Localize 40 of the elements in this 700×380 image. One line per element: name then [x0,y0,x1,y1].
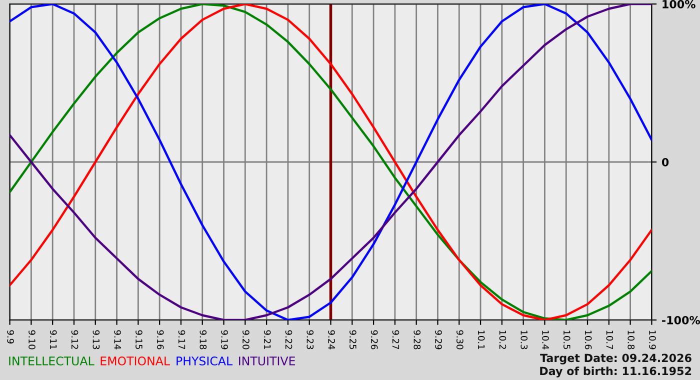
x-tick-label: 10.3 [520,330,528,350]
x-tick-label: 10.2 [499,330,506,349]
x-tick-label: 9.29 [435,330,442,350]
x-tick-label: 9.21 [264,330,271,349]
x-tick-label: 9.23 [306,330,314,350]
x-tick-label: 9.15 [136,330,142,350]
text: Day of birth: 11.16.1952 [540,366,692,378]
x-tick-label: 9.30 [456,330,464,350]
x-tick-label: 10.6 [584,330,592,350]
x-tick-label: 9.13 [92,330,100,350]
x-tick-label: 9.20 [242,330,250,350]
text: PHYSICAL [176,356,233,366]
x-tick-label: 9.12 [71,330,78,349]
x-tick-label: 9.10 [28,330,36,350]
y-tick-label: 100% [662,0,696,8]
x-tick-label: 10.5 [563,330,570,350]
x-tick-label: 10.1 [478,330,485,349]
x-tick-label: 9.17 [178,330,186,350]
x-tick-label: 9.19 [221,330,228,350]
text: INTUITIVE [239,356,295,366]
x-tick-label: 10.8 [628,330,635,350]
y-tick-label: -100% [662,316,700,324]
text: EMOTIONAL [100,356,170,366]
x-tick-label: 9.24 [328,330,335,350]
x-tick-label: 9.16 [156,330,164,350]
x-tick-label: 9.14 [114,330,121,350]
x-tick-label: 9.28 [414,330,421,350]
x-tick-label: 9.11 [50,330,57,349]
x-tick-label: 9.18 [200,330,207,350]
x-tick-label: 9.22 [285,330,292,349]
x-tick-label: 9.26 [370,330,378,350]
x-tick-label: 9.25 [350,330,356,350]
x-tick-label: 9.9 [7,330,14,344]
x-tick-label: 10.4 [542,330,549,350]
x-tick-label: 9.27 [392,330,400,350]
text: Target Date: 09.24.2026 [540,354,692,364]
text: INTELLECTUAL [9,356,94,366]
y-tick-label: 0 [662,158,669,166]
x-tick-label: 10.9 [649,330,656,350]
x-tick-label: 10.7 [606,330,614,350]
